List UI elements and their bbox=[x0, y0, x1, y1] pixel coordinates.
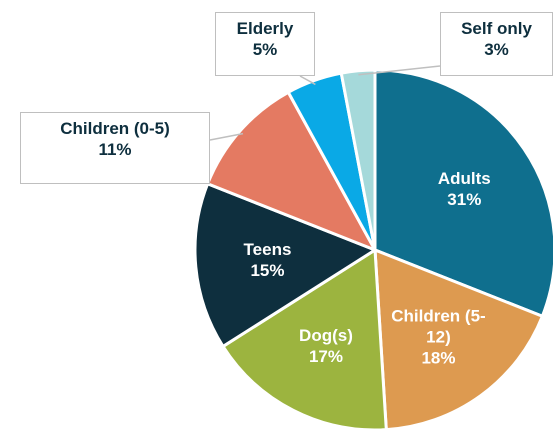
leader-line bbox=[209, 132, 244, 141]
value-label: 31% bbox=[447, 190, 482, 210]
slice-label: Adults 31% bbox=[416, 168, 512, 210]
slice-label: Teens 15% bbox=[219, 239, 315, 281]
slice-label: Dog(s) 17% bbox=[278, 325, 374, 367]
leader-line bbox=[299, 75, 316, 86]
pie-slice bbox=[193, 181, 379, 349]
category-label: Adults bbox=[437, 169, 491, 189]
category-label: Teens bbox=[243, 240, 292, 260]
value-label: 11% bbox=[98, 140, 132, 159]
value-label: 18% bbox=[421, 348, 456, 368]
slice-label: Children (0-5) 11% bbox=[20, 112, 210, 184]
leader-line bbox=[358, 65, 441, 76]
slice-label: Self only 3% bbox=[440, 12, 553, 76]
category-label: Elderly bbox=[236, 19, 294, 38]
slice-label: Children (5-12) 18% bbox=[390, 306, 486, 369]
pie-slice bbox=[339, 68, 377, 251]
pie-slice bbox=[373, 68, 553, 319]
pie-slice bbox=[205, 90, 379, 253]
category-label: Self only bbox=[461, 19, 532, 38]
value-label: 5% bbox=[252, 40, 278, 59]
slice-label: Elderly 5% bbox=[215, 12, 315, 76]
value-label: 17% bbox=[308, 347, 343, 367]
category-label: Children (0-5) bbox=[60, 119, 170, 138]
category-label: Children (5-12) bbox=[391, 306, 486, 347]
value-label: 3% bbox=[484, 40, 509, 59]
value-label: 15% bbox=[250, 261, 285, 281]
pie-slice bbox=[373, 247, 545, 430]
category-label: Dog(s) bbox=[299, 326, 353, 346]
